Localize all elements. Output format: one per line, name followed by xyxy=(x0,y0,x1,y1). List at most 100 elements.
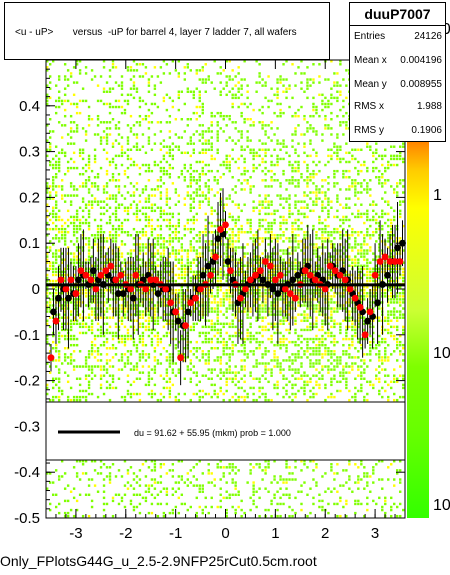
histogram-cell xyxy=(276,93,279,97)
histogram-cell xyxy=(153,227,157,231)
histogram-cell xyxy=(126,230,130,234)
histogram-cell xyxy=(144,200,148,203)
histogram-cell xyxy=(264,392,267,396)
histogram-cell xyxy=(66,133,70,136)
histogram-cell xyxy=(243,347,246,350)
histogram-cell xyxy=(51,279,55,283)
histogram-cell xyxy=(270,179,273,182)
histogram-cell xyxy=(54,172,58,176)
histogram-cell xyxy=(120,334,124,338)
histogram-cell xyxy=(189,209,192,213)
histogram-cell xyxy=(117,316,121,319)
histogram-cell xyxy=(156,493,160,497)
histogram-cell xyxy=(159,81,163,84)
histogram-cell xyxy=(315,172,318,176)
histogram-cell xyxy=(108,246,112,249)
histogram-cell xyxy=(78,295,82,298)
histogram-cell xyxy=(267,380,270,384)
histogram-cell xyxy=(264,227,267,231)
histogram-cell xyxy=(90,347,94,350)
histogram-cell xyxy=(159,148,163,151)
histogram-cell xyxy=(135,145,139,148)
histogram-cell xyxy=(72,285,76,289)
histogram-cell xyxy=(138,325,142,329)
histogram-cell xyxy=(222,313,225,316)
histogram-cell xyxy=(93,133,97,136)
histogram-cell xyxy=(219,127,222,130)
histogram-cell xyxy=(210,340,213,344)
histogram-cell xyxy=(57,350,61,353)
histogram-cell xyxy=(243,343,246,347)
histogram-cell xyxy=(46,334,49,338)
histogram-cell xyxy=(201,389,204,393)
histogram-cell xyxy=(46,96,49,100)
histogram-cell xyxy=(213,60,216,63)
histogram-cell xyxy=(46,154,49,158)
histogram-cell xyxy=(222,353,225,356)
histogram-cell xyxy=(132,365,136,368)
histogram-cell xyxy=(285,463,288,466)
histogram-cell xyxy=(231,139,234,142)
histogram-cell xyxy=(204,139,207,142)
histogram-cell xyxy=(87,350,91,353)
histogram-cell xyxy=(189,243,192,246)
histogram-cell xyxy=(189,163,192,167)
histogram-cell xyxy=(174,118,178,121)
histogram-cell xyxy=(189,469,192,472)
histogram-cell xyxy=(306,154,309,158)
histogram-cell xyxy=(306,307,309,310)
histogram-cell xyxy=(123,230,127,234)
histogram-cell xyxy=(234,481,237,484)
histogram-cell xyxy=(219,270,222,274)
histogram-cell xyxy=(87,353,91,356)
histogram-cell xyxy=(240,386,243,390)
histogram-cell xyxy=(216,151,219,155)
histogram-cell xyxy=(123,169,127,173)
histogram-cell xyxy=(216,179,219,182)
histogram-cell xyxy=(264,295,267,298)
histogram-cell xyxy=(120,255,124,258)
histogram-cell xyxy=(129,484,133,487)
histogram-cell xyxy=(72,334,76,338)
histogram-cell xyxy=(48,472,52,475)
histogram-cell xyxy=(87,270,91,274)
histogram-cell xyxy=(114,237,118,240)
histogram-cell xyxy=(159,212,163,216)
histogram-cell xyxy=(108,316,112,319)
histogram-cell xyxy=(132,163,136,167)
histogram-cell xyxy=(237,380,240,384)
histogram-cell xyxy=(270,185,273,188)
histogram-cell xyxy=(240,114,243,118)
histogram-cell xyxy=(114,227,118,231)
histogram-cell xyxy=(201,142,204,145)
histogram-cell xyxy=(300,289,303,292)
histogram-cell xyxy=(189,154,192,158)
histogram-cell xyxy=(150,203,154,206)
histogram-cell xyxy=(72,273,76,277)
histogram-cell xyxy=(135,142,139,145)
histogram-cell xyxy=(174,237,178,240)
histogram-cell xyxy=(255,81,258,84)
histogram-cell xyxy=(315,463,318,466)
histogram-cell xyxy=(147,264,151,268)
histogram-cell xyxy=(168,163,172,167)
histogram-cell xyxy=(243,359,246,362)
histogram-cell xyxy=(282,142,285,145)
histogram-cell xyxy=(231,237,234,240)
histogram-cell xyxy=(84,179,88,182)
histogram-cell xyxy=(51,185,55,188)
histogram-cell xyxy=(279,102,282,106)
histogram-cell xyxy=(147,328,151,332)
histogram-cell xyxy=(279,365,282,368)
histogram-cell xyxy=(252,350,255,353)
histogram-cell xyxy=(282,316,285,319)
histogram-cell xyxy=(147,270,151,274)
histogram-cell xyxy=(78,316,82,319)
histogram-cell xyxy=(159,353,163,356)
histogram-cell xyxy=(228,337,231,341)
histogram-cell xyxy=(60,304,64,307)
histogram-cell xyxy=(183,163,187,167)
histogram-cell xyxy=(75,319,79,322)
histogram-cell xyxy=(198,319,201,322)
histogram-cell xyxy=(138,292,142,295)
